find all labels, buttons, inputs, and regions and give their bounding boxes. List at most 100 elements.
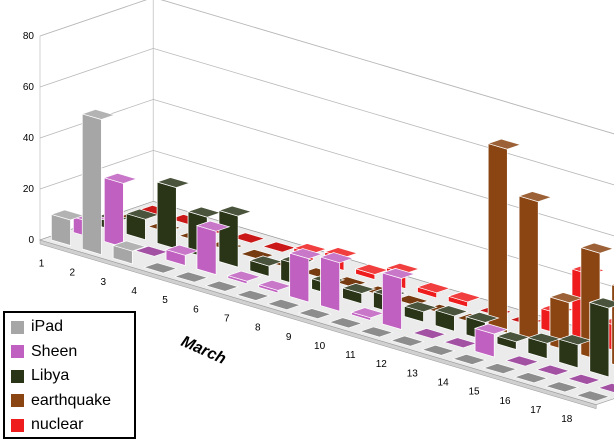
x-axis-label: March xyxy=(178,333,228,368)
bar xyxy=(174,271,209,283)
bar xyxy=(381,267,416,330)
bar xyxy=(266,299,301,310)
gridline xyxy=(39,47,614,186)
bar-front-face xyxy=(156,181,177,250)
bar-tile xyxy=(359,326,394,338)
bar-top-face xyxy=(341,283,377,294)
bar-front-face xyxy=(218,210,239,268)
bar-front-face xyxy=(320,256,341,312)
chart-bars xyxy=(50,108,614,402)
bar-top-face xyxy=(81,109,116,120)
bar xyxy=(412,328,447,340)
bar xyxy=(125,208,160,241)
bar-front-face xyxy=(382,272,402,330)
bar xyxy=(143,262,178,274)
x-tick-label: 10 xyxy=(314,341,326,352)
legend-swatch xyxy=(11,345,24,359)
bar xyxy=(544,381,580,393)
legend-swatch xyxy=(11,369,24,383)
bar xyxy=(566,373,602,385)
bar-front-face xyxy=(289,252,310,303)
bar xyxy=(447,291,482,308)
bar xyxy=(390,335,425,347)
bar xyxy=(231,232,266,244)
bar xyxy=(588,297,614,378)
x-tick-label: 12 xyxy=(376,359,388,370)
y-tick-label: 0 xyxy=(28,235,34,246)
bar-tile xyxy=(513,372,549,384)
bar-top-face xyxy=(403,301,438,313)
bar-top-face xyxy=(319,252,355,264)
bar-tile xyxy=(390,335,425,347)
legend-label: iPad xyxy=(31,318,64,336)
y-tick-label: 40 xyxy=(23,133,35,144)
bar-top-face xyxy=(226,270,262,282)
bar-front-face xyxy=(196,225,217,276)
legend-label: Libya xyxy=(31,367,70,385)
bar-tile xyxy=(421,344,456,356)
legend-label: earthquake xyxy=(31,391,112,409)
bar-tile xyxy=(566,373,602,385)
bar xyxy=(416,282,451,299)
y-tick-label: 20 xyxy=(23,184,35,195)
x-tick-label: 7 xyxy=(224,314,230,325)
bar xyxy=(575,390,610,402)
bar-top-face xyxy=(381,268,416,279)
bar-tile xyxy=(544,381,580,393)
bar-tile xyxy=(328,317,363,329)
legend-item: Libya xyxy=(11,364,128,389)
legend-item: iPad xyxy=(11,315,128,340)
bar xyxy=(103,172,138,248)
legend-item: nuclear xyxy=(11,413,128,438)
bar xyxy=(535,364,571,376)
bar-front-face xyxy=(589,301,610,378)
bar-tile xyxy=(143,262,178,274)
bar xyxy=(434,305,469,332)
bar-top-face xyxy=(465,311,500,323)
y-axis-ticks: 0 20 40 60 80 xyxy=(23,31,35,246)
x-tick-label: 11 xyxy=(345,350,356,361)
x-tick-label: 14 xyxy=(438,378,450,389)
bar xyxy=(341,282,377,305)
x-tick-label: 4 xyxy=(131,286,137,297)
bar xyxy=(235,289,271,301)
bar-top-face xyxy=(434,305,469,317)
bar-front-face xyxy=(518,195,539,343)
bar-top-face xyxy=(416,282,451,294)
bar xyxy=(257,279,293,294)
x-tick-label: 18 xyxy=(561,414,573,425)
bar-top-face xyxy=(112,240,147,252)
y-tick-label: 80 xyxy=(23,31,35,42)
bar-tile xyxy=(204,280,240,292)
legend-swatch xyxy=(11,320,24,334)
bar xyxy=(81,108,116,256)
legend-label: Sheen xyxy=(31,342,78,360)
bar-tile xyxy=(297,308,332,320)
x-tick-label: 15 xyxy=(468,387,480,398)
bar xyxy=(164,244,200,266)
bar xyxy=(473,323,509,358)
bar xyxy=(195,220,231,276)
bar xyxy=(288,248,324,303)
bar-front-face xyxy=(487,143,508,334)
bar xyxy=(403,301,438,323)
x-tick-label: 16 xyxy=(499,396,511,407)
bar-top-face xyxy=(288,248,324,260)
bar xyxy=(328,317,363,329)
bar-front-face xyxy=(103,177,124,248)
bar-tile xyxy=(597,383,614,393)
bar xyxy=(50,209,85,246)
bar-front-face xyxy=(81,113,102,256)
bar-top-face xyxy=(487,138,522,150)
bar-tile xyxy=(505,355,540,367)
x-tick-label: 1 xyxy=(39,259,45,270)
bar-tile xyxy=(535,364,571,376)
bar-top-face xyxy=(579,242,614,254)
bar xyxy=(319,252,355,312)
bar-top-face xyxy=(588,297,614,309)
bar xyxy=(452,353,487,365)
bar-tile xyxy=(575,390,610,402)
bar-top-face xyxy=(103,172,138,184)
bar xyxy=(156,177,191,250)
